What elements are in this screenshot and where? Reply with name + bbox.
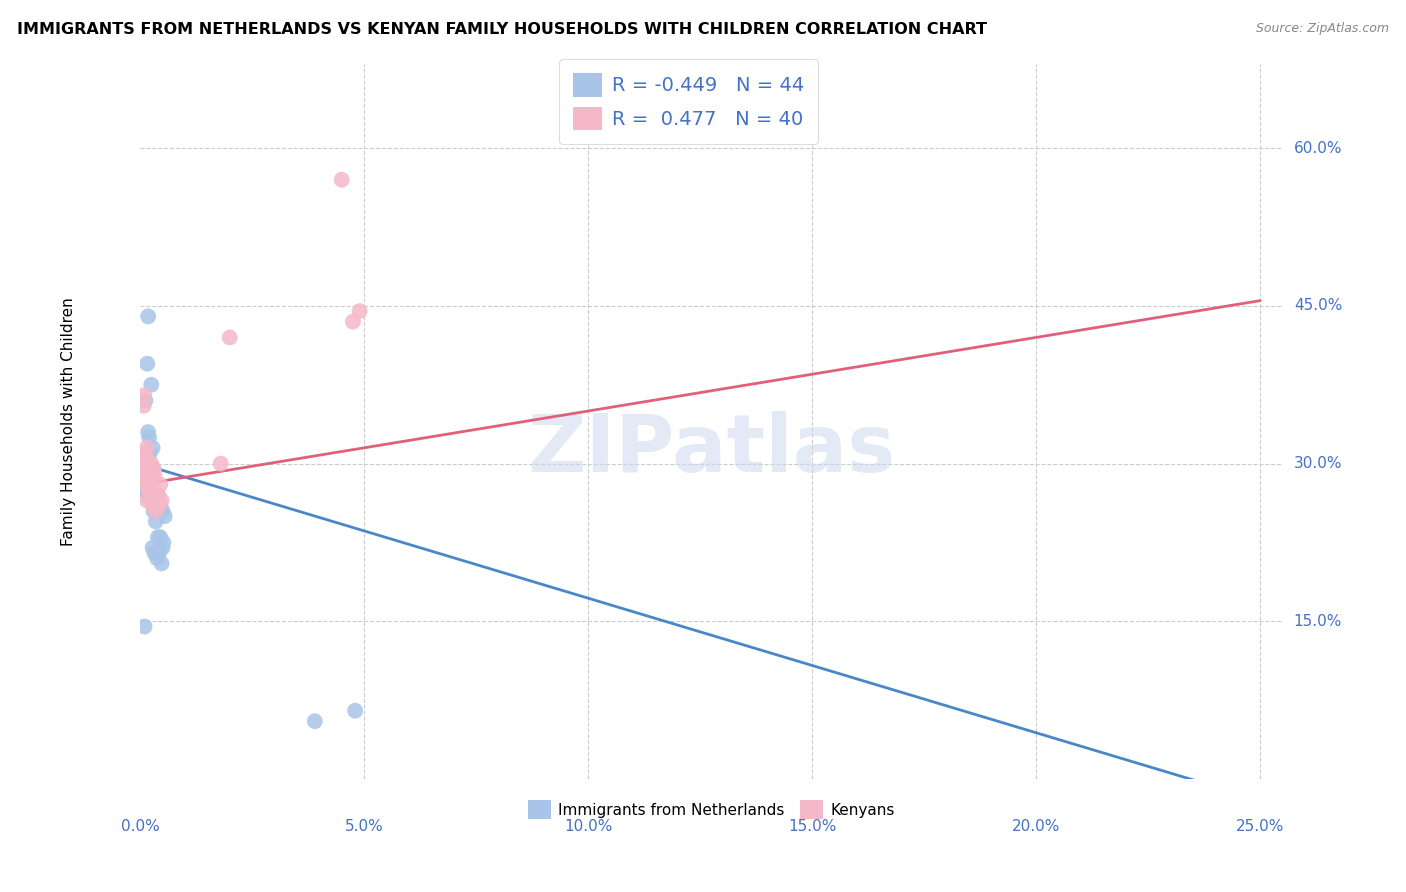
Point [142, 493, 165, 508]
Point [135, 493, 157, 508]
Point [142, 499, 165, 513]
Point [145, 515, 167, 529]
Point [150, 493, 173, 508]
Text: 45.0%: 45.0% [1294, 299, 1343, 313]
Text: 0.0%: 0.0% [121, 819, 159, 834]
Point [129, 465, 152, 479]
Point [132, 472, 155, 486]
Point [134, 462, 156, 476]
Point [131, 472, 153, 486]
Point [132, 483, 155, 497]
Point [218, 330, 240, 344]
Point [134, 457, 156, 471]
Point [132, 446, 155, 460]
Text: IMMIGRANTS FROM NETHERLANDS VS KENYAN FAMILY HOUSEHOLDS WITH CHILDREN CORRELATIO: IMMIGRANTS FROM NETHERLANDS VS KENYAN FA… [17, 22, 987, 37]
Text: Family Households with Children: Family Households with Children [60, 297, 76, 546]
Point [139, 446, 162, 460]
Point [132, 451, 155, 466]
Text: Source: ZipAtlas.com: Source: ZipAtlas.com [1256, 22, 1389, 36]
Point [141, 472, 163, 486]
Point [132, 388, 155, 402]
Point [145, 504, 167, 518]
Point [131, 451, 153, 466]
Legend: Immigrants from Netherlands, Kenyans: Immigrants from Netherlands, Kenyans [522, 794, 901, 825]
Point [141, 377, 163, 392]
Point [138, 430, 160, 444]
Point [138, 467, 160, 482]
Point [135, 451, 157, 466]
Point [146, 488, 169, 502]
Point [152, 541, 174, 555]
Text: 5.0%: 5.0% [344, 819, 384, 834]
Text: 25.0%: 25.0% [1236, 819, 1285, 834]
Point [141, 457, 163, 471]
Point [142, 462, 165, 476]
Text: 30.0%: 30.0% [1294, 456, 1343, 471]
Text: ZIPatlas: ZIPatlas [527, 411, 896, 489]
Point [143, 546, 166, 560]
Text: 20.0%: 20.0% [1012, 819, 1060, 834]
Point [143, 467, 166, 482]
Point [131, 457, 153, 471]
Point [146, 530, 169, 544]
Point [141, 493, 163, 508]
Point [132, 477, 155, 491]
Point [136, 467, 159, 482]
Point [146, 493, 169, 508]
Point [145, 499, 167, 513]
Point [342, 315, 364, 329]
Point [134, 393, 156, 408]
Point [138, 462, 160, 476]
Point [148, 499, 170, 513]
Point [138, 483, 160, 497]
Point [152, 504, 174, 518]
Point [136, 310, 159, 324]
Point [142, 504, 165, 518]
Point [134, 488, 156, 502]
Point [150, 557, 173, 571]
Point [146, 488, 169, 502]
Point [136, 425, 159, 439]
Point [134, 451, 156, 466]
Point [304, 714, 326, 729]
Point [138, 483, 160, 497]
Point [349, 304, 371, 318]
Point [145, 499, 167, 513]
Point [142, 541, 165, 555]
Point [134, 472, 156, 486]
Point [132, 399, 155, 413]
Point [141, 477, 163, 491]
Point [141, 488, 163, 502]
Point [134, 477, 156, 491]
Point [135, 446, 157, 460]
Point [139, 472, 162, 486]
Point [148, 546, 170, 560]
Point [131, 462, 153, 476]
Point [142, 493, 165, 508]
Point [344, 704, 367, 718]
Text: 60.0%: 60.0% [1294, 141, 1343, 156]
Point [330, 172, 353, 186]
Point [145, 499, 167, 513]
Point [153, 509, 176, 524]
Point [134, 619, 156, 633]
Point [136, 457, 159, 471]
Point [209, 457, 232, 471]
Point [149, 477, 172, 491]
Point [146, 551, 169, 566]
Point [135, 467, 157, 482]
Text: 15.0%: 15.0% [787, 819, 837, 834]
Point [149, 530, 172, 544]
Point [136, 357, 159, 371]
Point [149, 499, 172, 513]
Text: 15.0%: 15.0% [1294, 614, 1343, 629]
Point [131, 462, 153, 476]
Point [135, 441, 157, 455]
Point [142, 441, 165, 455]
Text: 10.0%: 10.0% [564, 819, 613, 834]
Point [142, 462, 165, 476]
Point [132, 457, 155, 471]
Point [132, 462, 155, 476]
Point [152, 535, 174, 549]
